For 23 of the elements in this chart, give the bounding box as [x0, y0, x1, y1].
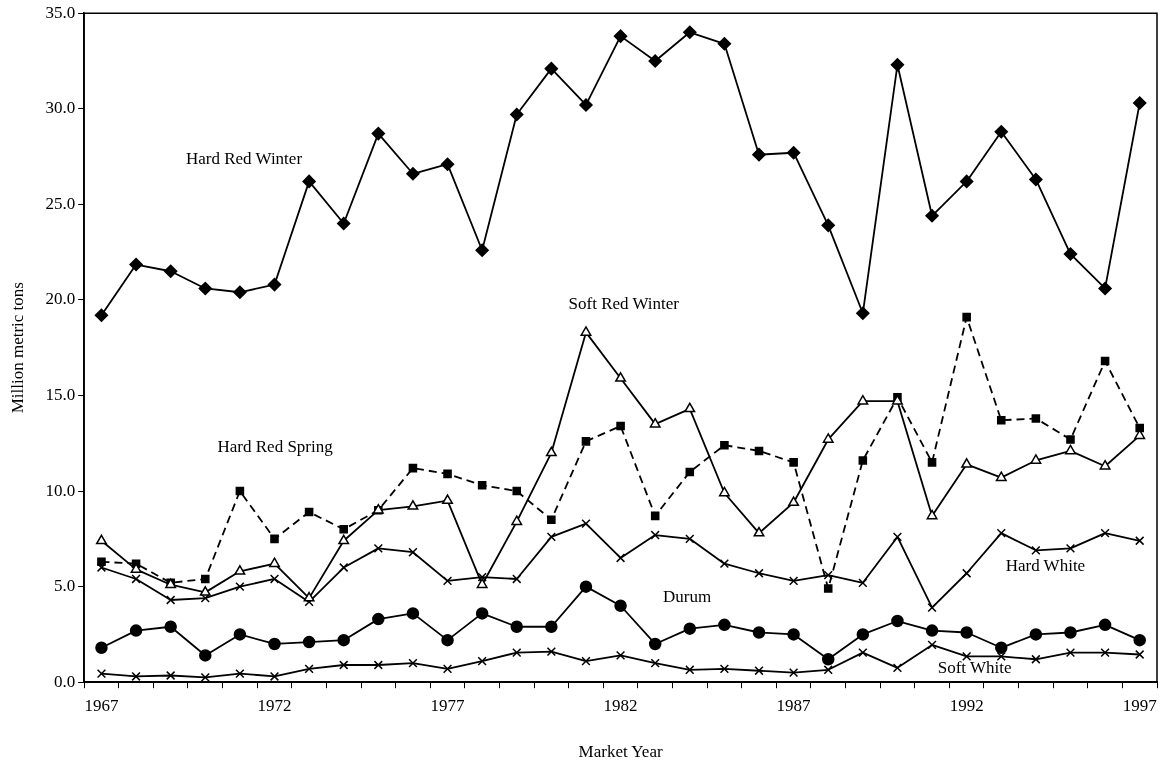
y-tick-label: 20.0	[45, 289, 76, 309]
y-tick-label: 15.0	[45, 384, 76, 404]
y-tick-label: 25.0	[45, 193, 76, 213]
y-tick-label: 35.0	[45, 2, 76, 22]
series-label: Soft Red Winter	[568, 293, 680, 313]
series-label: Soft White	[937, 658, 1012, 678]
series-label: Hard White	[1005, 555, 1086, 575]
series-label: Hard Red Winter	[185, 148, 303, 168]
x-tick-label: 1972	[257, 695, 292, 715]
y-tick-label: 0.0	[53, 671, 76, 691]
y-tick-label: 5.0	[53, 576, 76, 596]
y-tick-label: 10.0	[45, 480, 76, 500]
x-axis-title: Market Year	[578, 742, 663, 762]
y-tick-label: 30.0	[45, 98, 76, 118]
text: Hard Red Spring	[217, 436, 334, 456]
series-label: Durum	[663, 587, 712, 607]
x-tick-label: 1997	[1122, 695, 1158, 715]
y-axis-title: Million metric tons	[7, 282, 27, 414]
x-tick-label: 1992	[949, 695, 984, 715]
x-tick-label: 1977	[430, 695, 466, 715]
x-tick-label: 1967	[84, 695, 119, 715]
x-tick-label: 1987	[776, 695, 812, 715]
x-tick-label: 1982	[603, 695, 638, 715]
